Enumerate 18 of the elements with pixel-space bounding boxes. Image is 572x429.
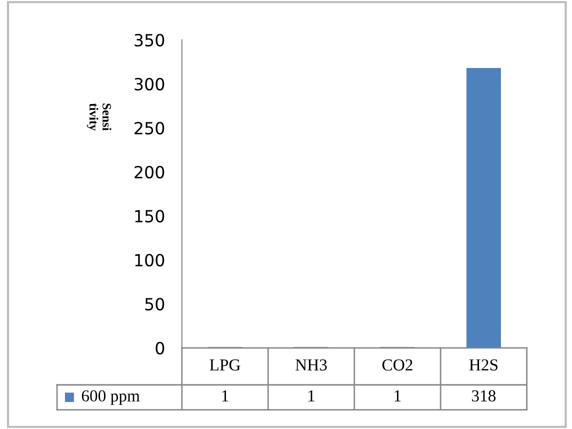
data-label: 1	[222, 390, 228, 402]
legend-label: 600 ppm	[82, 390, 140, 405]
y-tick-label: 100	[135, 254, 164, 266]
data-label: 1	[308, 390, 314, 402]
y-tick-label: 50	[145, 298, 164, 310]
y-tick-label: 200	[134, 166, 164, 178]
y-tick-label: 250	[134, 122, 164, 134]
data-label: 318	[472, 390, 496, 402]
y-axis-title: Sensi tivity	[86, 103, 112, 131]
y-tick-label: 0	[156, 342, 164, 354]
y-tick-label: 300	[134, 78, 164, 90]
x-tick-label: H2S	[469, 359, 498, 371]
y-tick-label: 350	[134, 34, 164, 46]
data-label: 1	[394, 390, 401, 402]
x-tick-label: LPG	[210, 359, 240, 371]
x-tick-label: CO2	[382, 359, 412, 371]
x-tick-label: NH3	[296, 359, 327, 371]
y-tick-label: 150	[135, 210, 164, 222]
